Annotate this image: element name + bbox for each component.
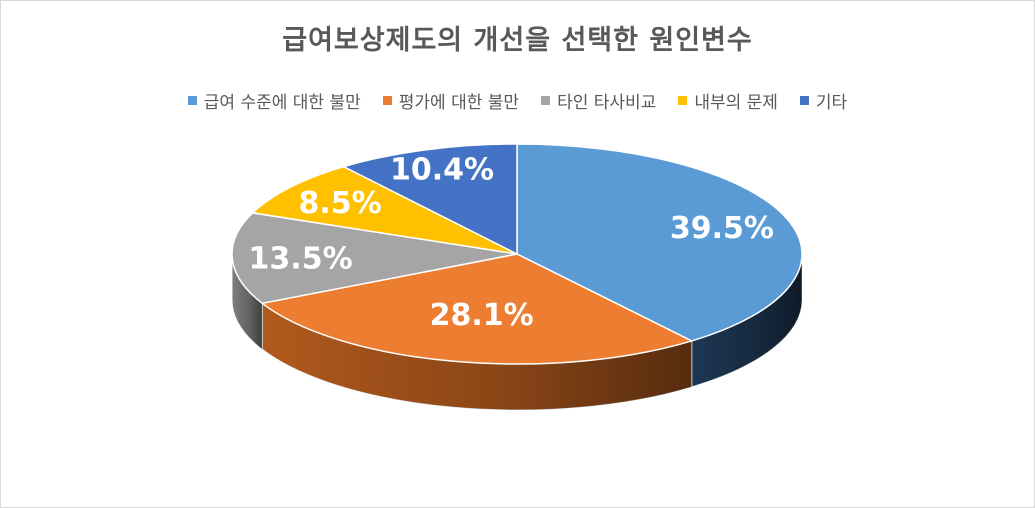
legend-item-1: 평가에 대한 불만 xyxy=(382,88,520,113)
legend-item-2: 타인 타사비교 xyxy=(541,88,656,113)
legend-swatch-2 xyxy=(541,96,551,105)
data-label-1: 28.1% xyxy=(430,298,534,333)
pie-slice-4 xyxy=(342,143,518,255)
chart-title: 급여보상제도의 개선을 선택한 원인변수 xyxy=(282,25,753,56)
data-label-4: 10.4% xyxy=(390,153,494,188)
legend-label-1: 평가에 대한 불만 xyxy=(398,93,520,113)
legend-item-3: 내부의 문제 xyxy=(678,88,778,113)
legend-swatch-0 xyxy=(187,96,197,105)
pie-slice-1 xyxy=(261,253,693,365)
data-label-2: 13.5% xyxy=(249,241,353,276)
legend-swatch-3 xyxy=(678,96,688,105)
legend: 급여 수준에 대한 불만 평가에 대한 불만 타인 타사비교 내부의 문제 기타 xyxy=(0,88,1035,113)
pie-wall-shade-1 xyxy=(262,303,692,411)
pie-wall-shade-0 xyxy=(691,254,803,387)
legend-item-0: 급여 수준에 대한 불만 xyxy=(187,88,361,113)
pie-data-labels: 39.5% 28.1% 13.5% 8.5% 10.4% xyxy=(249,153,774,334)
data-label-3: 8.5% xyxy=(298,186,381,221)
legend-swatch-1 xyxy=(382,96,392,105)
pie-slice-2 xyxy=(231,212,518,305)
legend-swatch-4 xyxy=(799,96,809,105)
pie-slice-0 xyxy=(516,143,803,342)
pie-slice-3 xyxy=(251,165,518,255)
legend-item-4: 기타 xyxy=(799,88,848,113)
legend-label-4: 기타 xyxy=(815,93,848,113)
data-label-0: 39.5% xyxy=(670,211,774,246)
legend-label-3: 내부의 문제 xyxy=(694,93,778,113)
legend-label-2: 타인 타사비교 xyxy=(557,93,657,113)
pie-wall-shade-2 xyxy=(232,254,263,350)
legend-label-0: 급여 수준에 대한 불만 xyxy=(203,93,361,113)
pie-slices xyxy=(231,143,803,365)
